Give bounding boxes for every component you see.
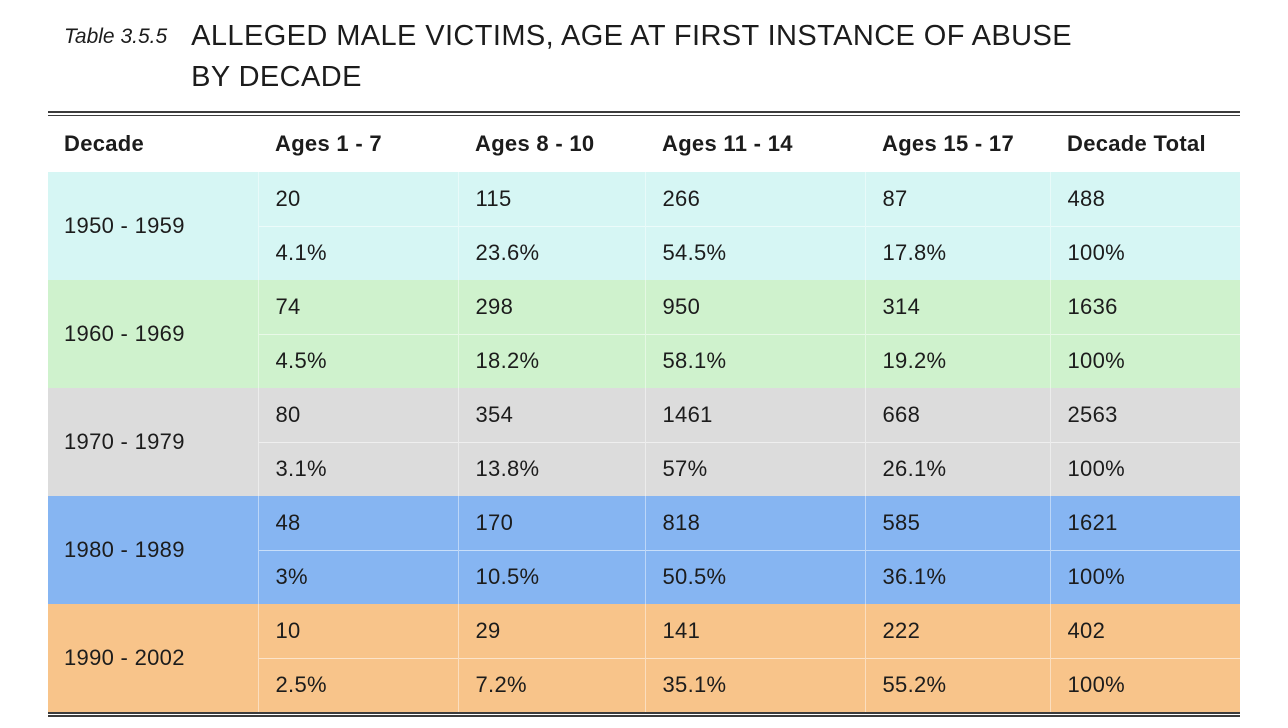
count-cell: 10	[257, 604, 458, 659]
decade-label: 1970 - 1979	[48, 388, 258, 497]
bottom-double-rule	[48, 712, 1240, 718]
percent-cell: 3%	[257, 549, 458, 605]
table-row: 1960 - 1969 74 298 950 314 1636	[48, 280, 1240, 389]
count-cell: 298	[457, 280, 645, 335]
table-row: 1990 - 2002 10 29 141 222 402	[48, 604, 1240, 713]
table-row: 4.5% 18.2% 58.1% 19.2% 100%	[48, 333, 1240, 389]
percent-cell: 100%	[1049, 225, 1240, 281]
title-block: Table 3.5.5 ALLEGED MALE VICTIMS, AGE AT…	[0, 0, 1288, 97]
count-cell: 115	[457, 172, 645, 227]
count-cell: 402	[1049, 604, 1240, 659]
table-row: 1980 - 1989 48 170 818 585 1621	[48, 496, 1240, 605]
percent-cell: 26.1%	[864, 441, 1050, 497]
percent-cell: 35.1%	[644, 657, 865, 713]
header-row: Decade Ages 1 - 7 Ages 8 - 10 Ages 11 - …	[48, 116, 1240, 173]
count-cell: 354	[457, 388, 645, 443]
percent-cell: 4.5%	[257, 333, 458, 389]
percent-cell: 100%	[1049, 549, 1240, 605]
count-cell: 74	[257, 280, 458, 335]
table-row: 4.1% 23.6% 54.5% 17.8% 100%	[48, 225, 1240, 281]
count-cell: 1461	[644, 388, 865, 443]
percent-cell: 36.1%	[864, 549, 1050, 605]
column-header-ages-15-17: Ages 15 - 17	[865, 116, 1050, 173]
decade-label: 1950 - 1959	[48, 172, 258, 281]
percent-cell: 55.2%	[864, 657, 1050, 713]
percent-cell: 7.2%	[457, 657, 645, 713]
top-double-rule	[48, 111, 1240, 117]
table-title-line-2: BY DECADE	[191, 60, 362, 93]
column-header-ages-1-7: Ages 1 - 7	[258, 116, 458, 173]
table-row: 1970 - 1979 80 354 1461 668 2563	[48, 388, 1240, 497]
table-title-line-1: ALLEGED MALE VICTIMS, AGE AT FIRST INSTA…	[191, 20, 1072, 52]
percent-cell: 54.5%	[644, 225, 865, 281]
count-cell: 170	[457, 496, 645, 551]
percent-cell: 57%	[644, 441, 865, 497]
decade-label: 1960 - 1969	[48, 280, 258, 389]
table-row: 3% 10.5% 50.5% 36.1% 100%	[48, 549, 1240, 605]
count-cell: 266	[644, 172, 865, 227]
count-cell: 585	[864, 496, 1050, 551]
percent-cell: 18.2%	[457, 333, 645, 389]
table-row: 1950 - 1959 20 115 266 87 488	[48, 172, 1240, 281]
count-cell: 222	[864, 604, 1050, 659]
percent-cell: 100%	[1049, 441, 1240, 497]
count-cell: 1621	[1049, 496, 1240, 551]
count-cell: 668	[864, 388, 1050, 443]
count-cell: 950	[644, 280, 865, 335]
decade-table: Decade Ages 1 - 7 Ages 8 - 10 Ages 11 - …	[48, 116, 1240, 713]
column-header-ages-8-10: Ages 8 - 10	[458, 116, 645, 173]
column-header-decade: Decade	[48, 116, 258, 173]
count-cell: 488	[1049, 172, 1240, 227]
percent-cell: 58.1%	[644, 333, 865, 389]
decade-label: 1990 - 2002	[48, 604, 258, 713]
table-title: ALLEGED MALE VICTIMS, AGE AT FIRST INSTA…	[191, 16, 1072, 97]
percent-cell: 100%	[1049, 657, 1240, 713]
count-cell: 87	[864, 172, 1050, 227]
count-cell: 818	[644, 496, 865, 551]
percent-cell: 17.8%	[864, 225, 1050, 281]
count-cell: 141	[644, 604, 865, 659]
count-cell: 29	[457, 604, 645, 659]
count-cell: 2563	[1049, 388, 1240, 443]
table-number-label: Table 3.5.5	[64, 25, 168, 48]
percent-cell: 23.6%	[457, 225, 645, 281]
table-row: 3.1% 13.8% 57% 26.1% 100%	[48, 441, 1240, 497]
count-cell: 314	[864, 280, 1050, 335]
percent-cell: 4.1%	[257, 225, 458, 281]
count-cell: 48	[257, 496, 458, 551]
percent-cell: 2.5%	[257, 657, 458, 713]
count-cell: 80	[257, 388, 458, 443]
table-row: 2.5% 7.2% 35.1% 55.2% 100%	[48, 657, 1240, 713]
percent-cell: 3.1%	[257, 441, 458, 497]
count-cell: 1636	[1049, 280, 1240, 335]
percent-cell: 100%	[1049, 333, 1240, 389]
decade-label: 1980 - 1989	[48, 496, 258, 605]
percent-cell: 10.5%	[457, 549, 645, 605]
count-cell: 20	[257, 172, 458, 227]
percent-cell: 19.2%	[864, 333, 1050, 389]
column-header-decade-total: Decade Total	[1050, 116, 1240, 173]
column-header-ages-11-14: Ages 11 - 14	[645, 116, 865, 173]
percent-cell: 50.5%	[644, 549, 865, 605]
percent-cell: 13.8%	[457, 441, 645, 497]
